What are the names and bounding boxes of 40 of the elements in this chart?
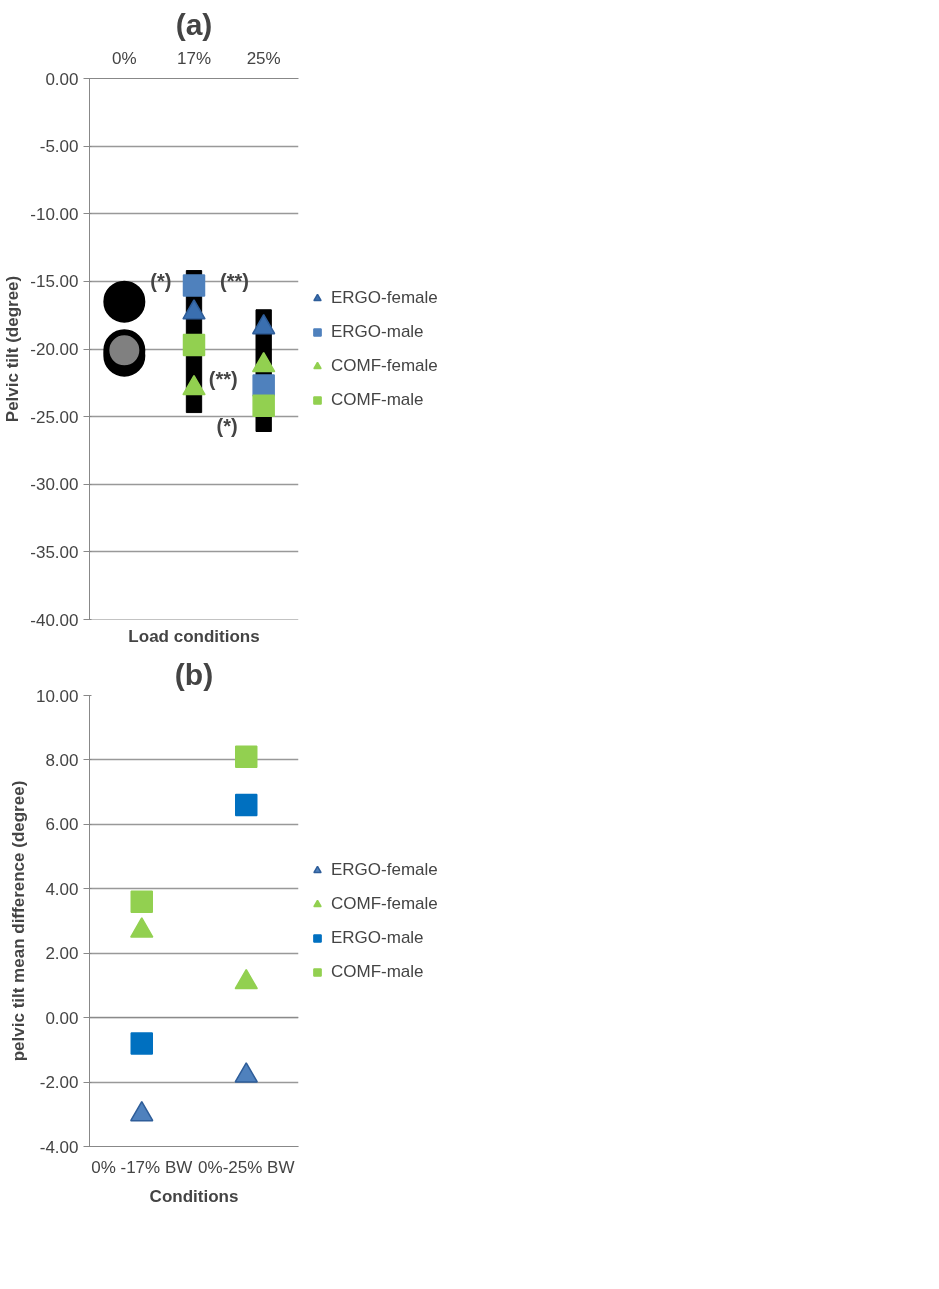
annotation: (*) — [150, 270, 172, 293]
x-tick-label: 25% — [246, 48, 281, 68]
legend-label: COMF-male — [331, 961, 424, 982]
y-tick-label: 0.00 — [45, 1008, 79, 1028]
y-tick-label: 0.00 — [45, 69, 79, 89]
legend-label: COMF-male — [331, 389, 424, 410]
legend-label: ERGO-male — [331, 927, 424, 948]
annotation: (**) — [220, 270, 249, 293]
annotation: (*) — [216, 415, 238, 438]
legend-label: COMF-female — [331, 355, 438, 376]
y-tick-label: 2.00 — [45, 944, 79, 964]
y-tick-label: -35.00 — [30, 542, 79, 562]
legend-label: ERGO-female — [331, 287, 438, 308]
annotation: (**) — [208, 367, 238, 390]
y-tick-label: -10.00 — [30, 204, 79, 224]
x-tick-label: 0%-25% BW — [198, 1157, 295, 1177]
x-axis-title: Load conditions — [128, 626, 260, 646]
y-tick-label: -15.00 — [30, 272, 79, 292]
y-tick-label: -20.00 — [30, 340, 79, 359]
y-tick-label: 6.00 — [45, 815, 79, 835]
y-axis-title: pelvic tilt mean difference (degree) — [8, 780, 28, 1062]
x-tick-label: 0% — [112, 48, 137, 68]
y-tick-label: -25.00 — [30, 407, 79, 427]
legend-label: COMF-female — [331, 893, 438, 914]
y-tick-label: -5.00 — [39, 137, 79, 157]
x-tick-label: 17% — [176, 48, 212, 68]
y-tick-label: 10.00 — [35, 686, 79, 706]
x-tick-label: 0% -17% BW — [91, 1157, 193, 1177]
y-tick-label: -30.00 — [30, 475, 79, 495]
y-tick-label: 4.00 — [45, 879, 79, 899]
legend-label: ERGO-female — [331, 859, 438, 880]
chart-title: (a) — [175, 7, 213, 41]
y-tick-label: -4.00 — [39, 1137, 79, 1157]
y-tick-label: -2.00 — [39, 1073, 79, 1093]
legend-label: ERGO-male — [331, 321, 424, 342]
x-axis-title: Conditions — [149, 1186, 239, 1206]
y-axis-title: Pelvic tilt (degree) — [3, 275, 23, 423]
y-tick-label: -40.00 — [30, 610, 79, 630]
y-tick-label: 8.00 — [45, 750, 79, 770]
chart-title: (b) — [174, 657, 214, 691]
